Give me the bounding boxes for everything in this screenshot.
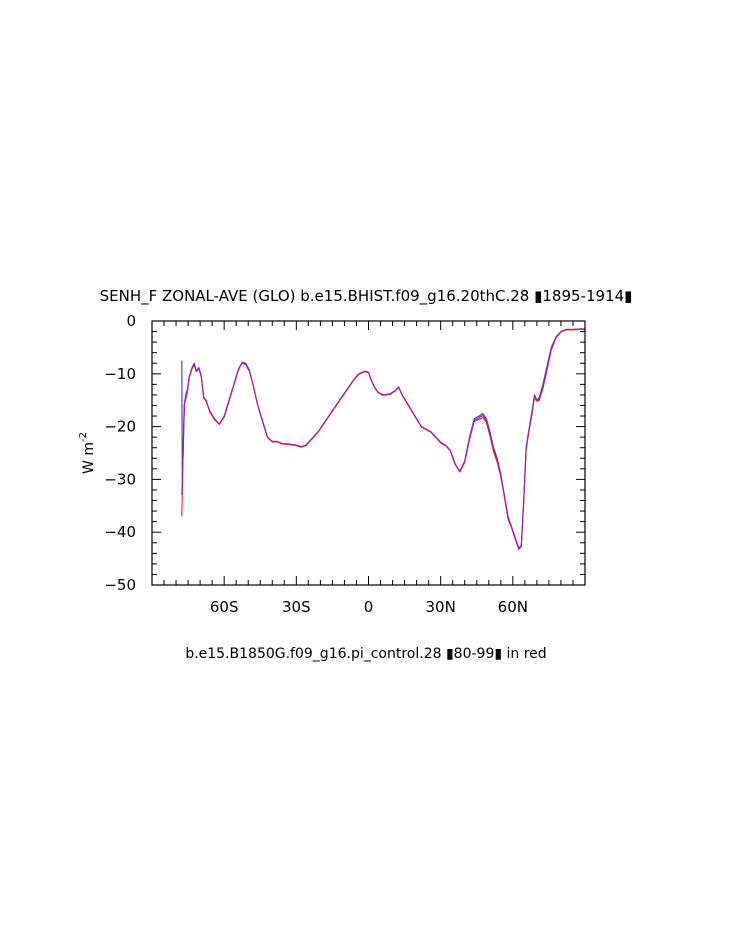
y-axis-label-text: W m bbox=[81, 442, 97, 474]
x-tick-label: 60N bbox=[498, 598, 528, 616]
y-tick-label: −20 bbox=[104, 418, 136, 436]
y-tick-label: −30 bbox=[104, 470, 136, 488]
x-tick-label: 60S bbox=[210, 598, 239, 616]
x-tick-label: 0 bbox=[364, 598, 374, 616]
y-axis-label: W m-2 bbox=[78, 432, 97, 474]
y-axis-label-exponent: -2 bbox=[78, 432, 89, 442]
axes: 60S 30S 0 30N 60N 0 −10 −20 −30 −40 −50 bbox=[104, 312, 586, 616]
x-tick-label: 30N bbox=[426, 598, 456, 616]
series-line bbox=[181, 328, 585, 550]
plot-frame bbox=[151, 320, 586, 586]
y-tick-label: −50 bbox=[104, 576, 136, 594]
x-axis-caption: b.e15.B1850G.f09_g16.pi_control.28 ▮80-9… bbox=[185, 646, 546, 662]
series-lines bbox=[181, 328, 585, 551]
x-tick-label: 30S bbox=[282, 598, 311, 616]
y-tick-label: −10 bbox=[104, 365, 136, 383]
chart-title: SENH_F ZONAL-AVE (GLO) b.e15.BHIST.f09_g… bbox=[100, 287, 633, 306]
y-tick-label: −40 bbox=[104, 523, 136, 541]
y-tick-label: 0 bbox=[126, 312, 136, 330]
